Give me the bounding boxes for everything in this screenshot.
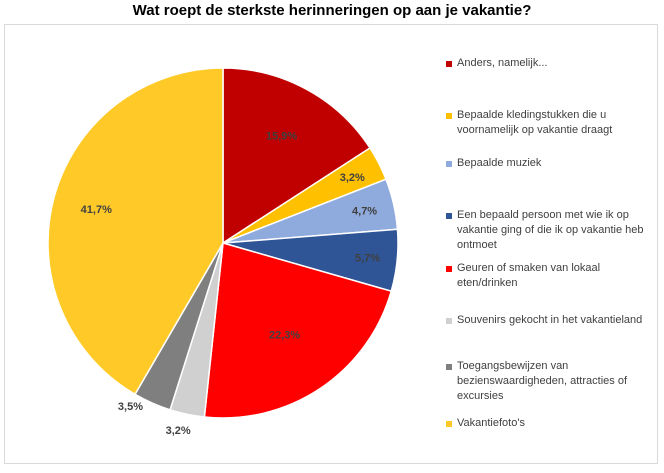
legend-swatch: [446, 266, 452, 272]
chart-frame: [4, 24, 658, 464]
legend-label: Bepaalde muziek: [457, 157, 542, 169]
legend-label: Geuren of smaken van lokaal eten/drinken: [457, 262, 601, 289]
data-label: 22,3%: [269, 329, 300, 341]
data-label: 5,7%: [355, 253, 380, 265]
chart-title: Wat roept de sterkste herinneringen op a…: [132, 2, 532, 19]
legend-swatch: [446, 318, 452, 324]
data-label: 4,7%: [352, 205, 377, 217]
legend-label: Souvenirs gekocht in het vakantieland: [457, 314, 643, 326]
legend-item: Souvenirs gekocht in het vakantieland: [446, 313, 642, 328]
legend-label: Bepaalde kledingstukken die u voornameli…: [457, 109, 613, 136]
legend-swatch: [446, 61, 452, 67]
legend-item: Bepaalde kledingstukken die u voornameli…: [446, 108, 658, 138]
legend-item: Toegangsbewijzen van bezienswaardigheden…: [446, 359, 658, 404]
legend-label: Anders, namelijk...: [457, 57, 548, 69]
pie-slice: [47, 67, 224, 396]
data-label: 3,5%: [118, 401, 143, 413]
data-label: 3,2%: [340, 172, 365, 184]
legend-item: Anders, namelijk...: [446, 56, 547, 71]
pie-slice: [222, 67, 372, 245]
legend-swatch: [446, 161, 452, 167]
legend-item: Een bepaald persoon met wie ik op vakant…: [446, 208, 658, 253]
legend-swatch: [446, 421, 452, 427]
legend-label: Vakantiefoto's: [457, 417, 525, 429]
legend-swatch: [446, 364, 452, 370]
legend-label: Toegangsbewijzen van bezienswaardigheden…: [457, 360, 627, 402]
data-label: 15,9%: [266, 130, 297, 142]
legend-item: Bepaalde muziek: [446, 156, 541, 171]
legend-item: Vakantiefoto's: [446, 416, 525, 431]
pie-slice: [203, 242, 393, 419]
legend-label: Een bepaald persoon met wie ik op vakant…: [457, 209, 644, 251]
data-label: 41,7%: [81, 204, 112, 216]
legend-swatch: [446, 113, 452, 119]
legend-swatch: [446, 213, 452, 219]
data-label: 3,2%: [166, 425, 191, 437]
legend-item: Geuren of smaken van lokaal eten/drinken: [446, 261, 658, 291]
